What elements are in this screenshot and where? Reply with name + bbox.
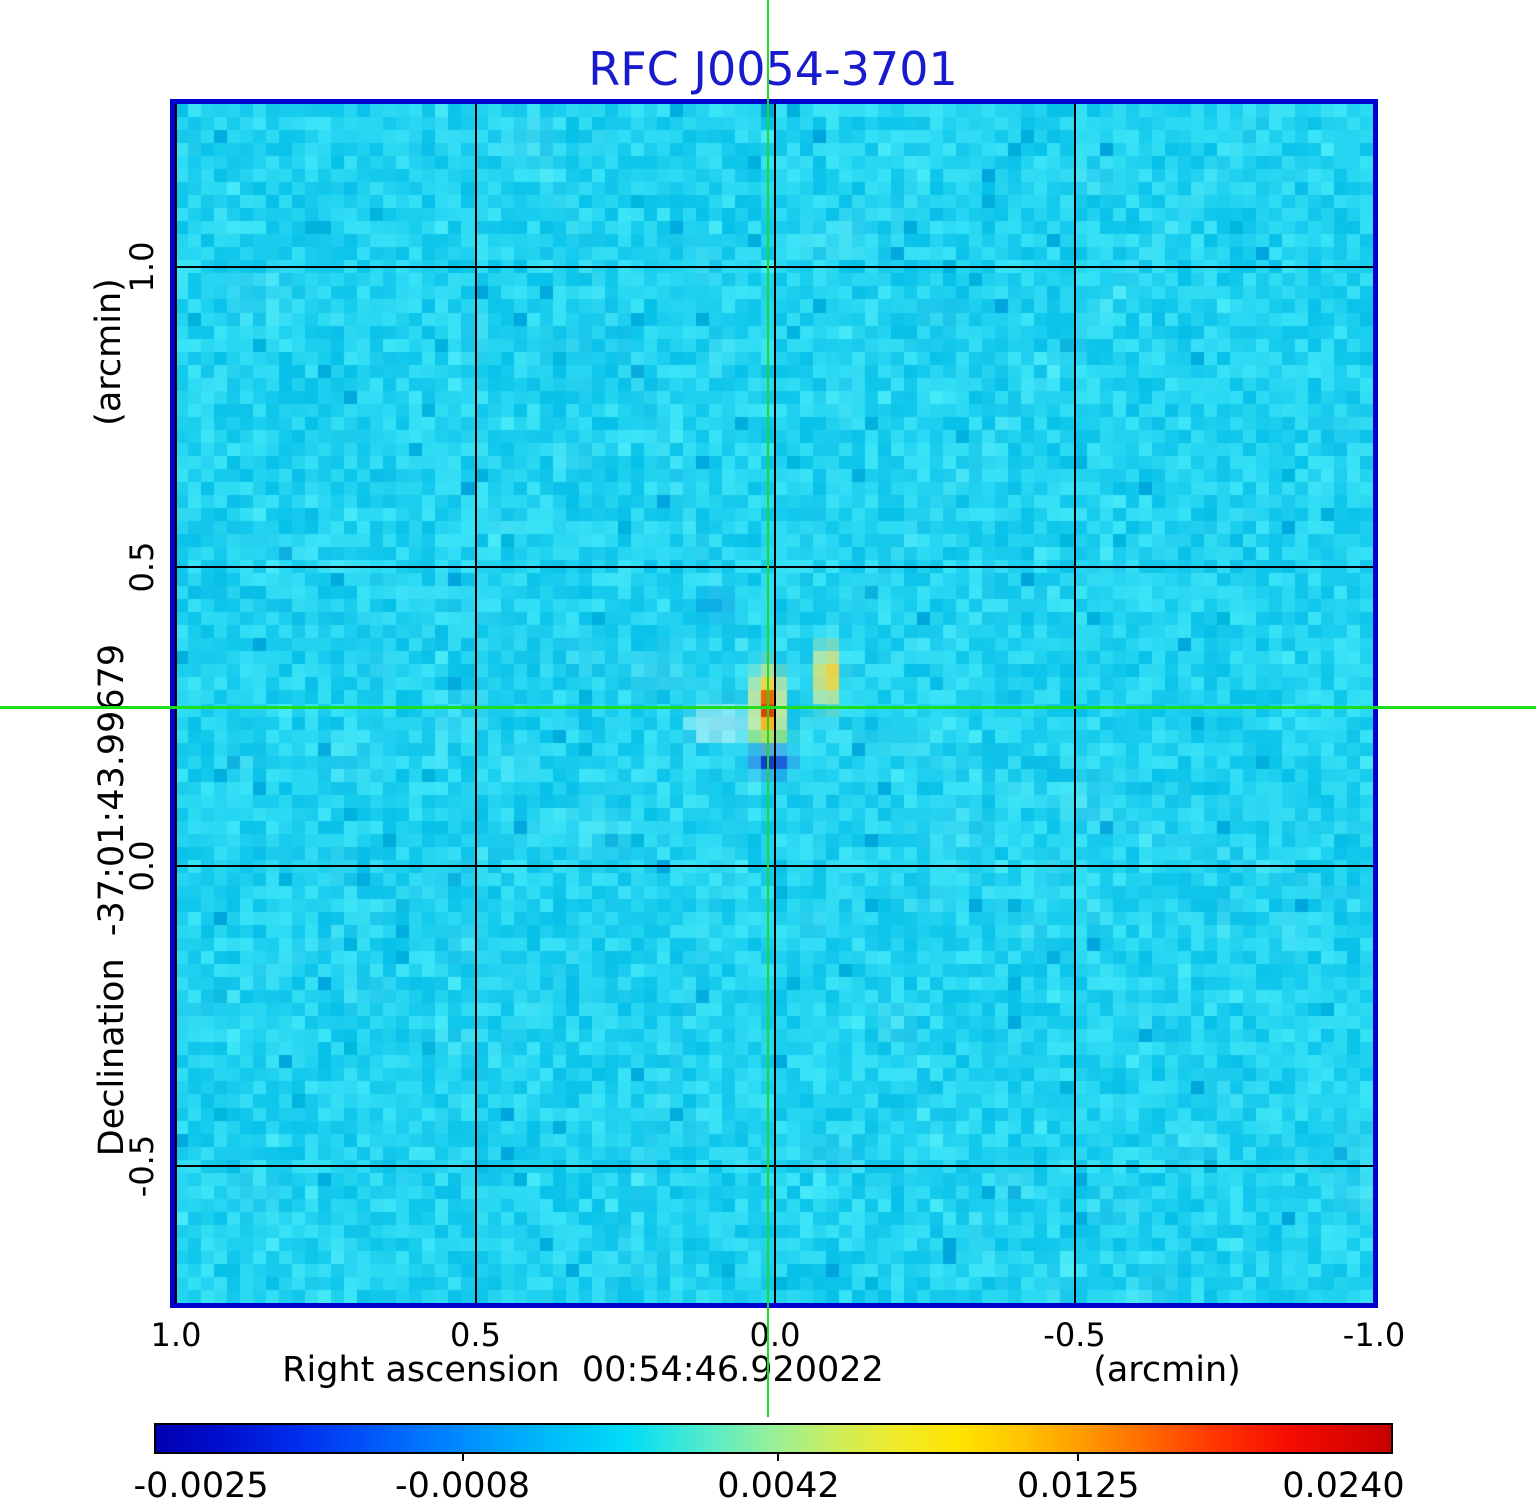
grid-line-horizontal	[175, 266, 1373, 268]
crosshair-vertical-line	[766, 0, 770, 1417]
colorbar-gradient	[154, 1423, 1393, 1454]
grid-line-horizontal	[175, 865, 1373, 867]
x-axis-unit-label: (arcmin)	[1093, 1350, 1241, 1390]
y-axis-title: Declination -37:01:43.99679	[92, 643, 132, 1157]
colorbar-tick	[777, 1452, 780, 1461]
x-axis-title: Right ascension 00:54:46.920022	[282, 1350, 884, 1390]
colorbar-tick-label: 0.0042	[717, 1466, 840, 1506]
x-tick-label: -0.5	[1043, 1316, 1106, 1354]
y-tick-label: 1.0	[123, 241, 161, 293]
y-tick-label: -0.5	[123, 1134, 161, 1197]
colorbar-tick-label: -0.0008	[394, 1466, 531, 1506]
y-tick-label: 0.0	[123, 840, 161, 892]
grid-line-vertical	[175, 104, 177, 1303]
grid-line-horizontal	[175, 1164, 1373, 1167]
colorbar-tick	[1077, 1452, 1080, 1461]
y-tick-label: 0.5	[123, 541, 161, 592]
figure-title: RFC J0054-3701	[588, 42, 958, 96]
grid-line-vertical	[474, 104, 477, 1303]
grid-line-vertical	[774, 104, 776, 1303]
colorbar-tick-label: -0.0025	[133, 1466, 269, 1506]
colorbar-tick-label: 0.0240	[1282, 1466, 1405, 1506]
colorbar-tick-label: 0.0125	[1017, 1466, 1140, 1506]
grid-line-horizontal	[175, 565, 1373, 568]
x-tick-label: 0.5	[450, 1316, 501, 1354]
x-tick-label: -1.0	[1342, 1316, 1406, 1354]
x-tick-label: 0.0	[749, 1316, 801, 1354]
map-border	[170, 99, 1378, 1308]
x-tick-label: 1.0	[150, 1316, 202, 1354]
grid-line-vertical	[1073, 104, 1076, 1303]
colorbar-tick	[461, 1452, 464, 1461]
y-axis-unit-label: (arcmin)	[89, 278, 129, 426]
